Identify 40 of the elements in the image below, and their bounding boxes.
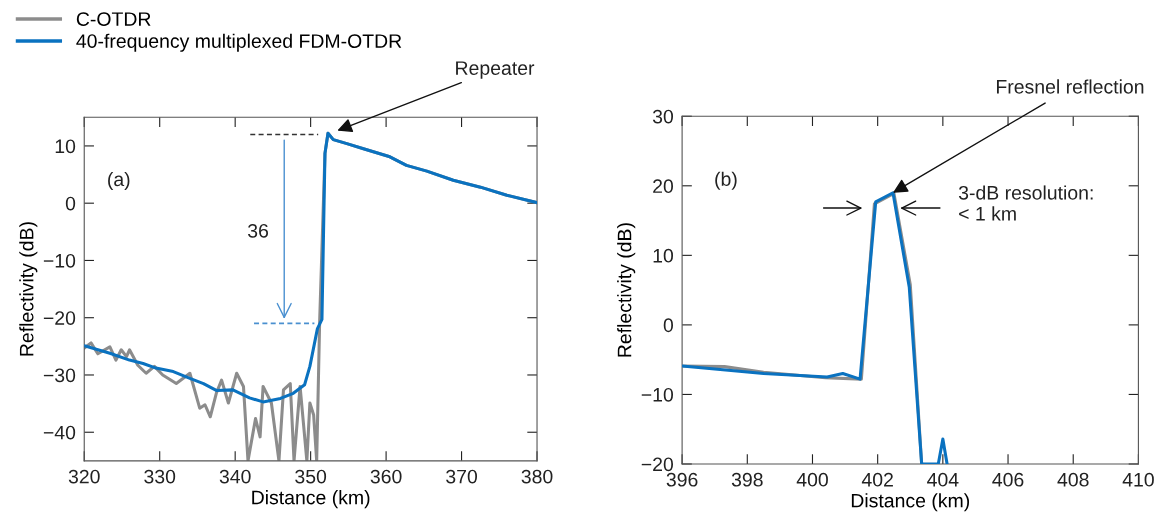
annotation: Repeater [456,61,535,79]
x-tick-label: 350 [295,469,327,484]
y-tick-label: −20 [43,311,76,325]
annotation: (b) [715,171,737,190]
x-tick-label: 340 [219,469,251,484]
x-tick-label: 370 [446,469,478,484]
x-tick-label: 360 [370,469,402,484]
x-tick-label: 330 [144,469,176,484]
y-axis-title: Reflectivity (dB) [617,223,636,357]
legend-label: 40-frequency multiplexed FDM-OTDR [76,33,402,52]
annotation: (a) [108,171,130,191]
y-tick-label: 20 [653,179,674,194]
x-tick-label: 400 [796,472,828,487]
x-axis-title: Distance (km) [252,490,370,509]
x-tick-label: 320 [68,469,100,484]
y-tick-label: 10 [55,139,76,154]
x-tick-label: 410 [1122,472,1154,487]
y-tick-label: −30 [43,368,76,383]
y-axis-title: Reflectivity (dB) [19,222,38,356]
annotation: 3-dB resolution: < 1 km [958,185,1093,221]
annotation: Fresnel reflection [997,79,1144,94]
x-tick-label: 406 [992,472,1024,487]
x-tick-label: 404 [927,472,959,487]
x-axis-title: Distance (km) [851,493,970,512]
x-tick-label: 408 [1057,472,1089,487]
x-tick-label: 402 [861,472,893,487]
annotation: 36 [247,223,269,238]
y-tick-label: 30 [652,109,674,124]
x-tick-label: 398 [731,472,763,487]
legend-label: C-OTDR [76,12,151,26]
y-tick-label: −10 [43,253,76,268]
y-tick-label: 0 [65,196,76,211]
y-tick-label: −10 [641,387,674,402]
line-series [84,131,538,404]
x-tick-label: 396 [666,472,698,487]
y-tick-label: 0 [663,318,674,333]
y-tick-label: −40 [43,425,76,440]
x-tick-label: 380 [521,469,553,484]
y-tick-label: −20 [641,457,674,472]
y-tick-label: 10 [653,248,674,263]
